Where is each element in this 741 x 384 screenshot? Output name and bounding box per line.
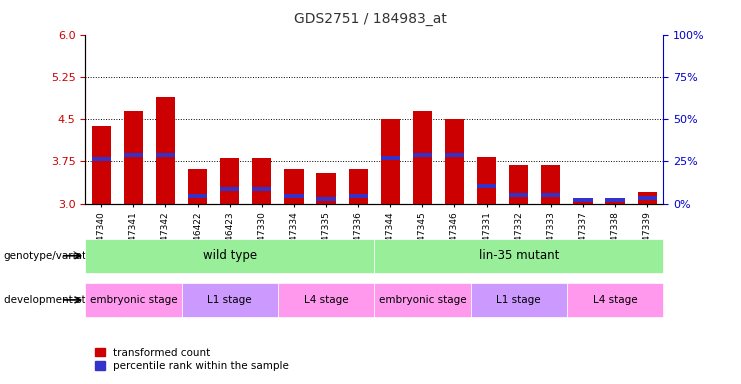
Text: L1 stage: L1 stage (496, 295, 541, 305)
Legend: transformed count, percentile rank within the sample: transformed count, percentile rank withi… (90, 344, 293, 375)
Bar (381, 119, 400, 204)
Text: wild type: wild type (202, 249, 257, 262)
Bar (477, 184, 496, 188)
Bar (574, 201, 593, 204)
Bar (220, 187, 239, 191)
Bar (541, 193, 560, 197)
Bar (348, 194, 368, 198)
Bar (188, 169, 207, 204)
Text: embryonic stage: embryonic stage (90, 295, 177, 305)
Bar (413, 153, 432, 157)
Text: genotype/variation: genotype/variation (4, 251, 103, 261)
Bar (541, 165, 560, 204)
Bar (188, 194, 207, 198)
Bar (220, 159, 239, 204)
Bar (574, 199, 593, 202)
Bar (445, 153, 464, 157)
Text: L4 stage: L4 stage (304, 295, 348, 305)
Text: L4 stage: L4 stage (593, 295, 637, 305)
Bar (477, 157, 496, 204)
Bar (381, 156, 400, 160)
Bar (445, 119, 464, 204)
Text: embryonic stage: embryonic stage (379, 295, 466, 305)
Bar (637, 195, 657, 200)
Text: GDS2751 / 184983_at: GDS2751 / 184983_at (294, 12, 447, 25)
Bar (637, 192, 657, 204)
Bar (252, 159, 271, 204)
Bar (413, 111, 432, 204)
Bar (605, 198, 625, 202)
Bar (605, 198, 625, 204)
Bar (509, 193, 528, 197)
Bar (285, 169, 304, 204)
Bar (156, 153, 175, 157)
Bar (92, 157, 111, 161)
Bar (124, 153, 143, 157)
Bar (509, 165, 528, 204)
Text: lin-35 mutant: lin-35 mutant (479, 249, 559, 262)
Bar (285, 194, 304, 198)
Bar (156, 96, 175, 204)
Bar (348, 169, 368, 204)
Bar (316, 197, 336, 201)
Bar (124, 111, 143, 204)
Bar (316, 172, 336, 204)
Text: L1 stage: L1 stage (207, 295, 252, 305)
Text: development stage: development stage (4, 295, 104, 305)
Bar (252, 187, 271, 191)
Bar (92, 126, 111, 204)
